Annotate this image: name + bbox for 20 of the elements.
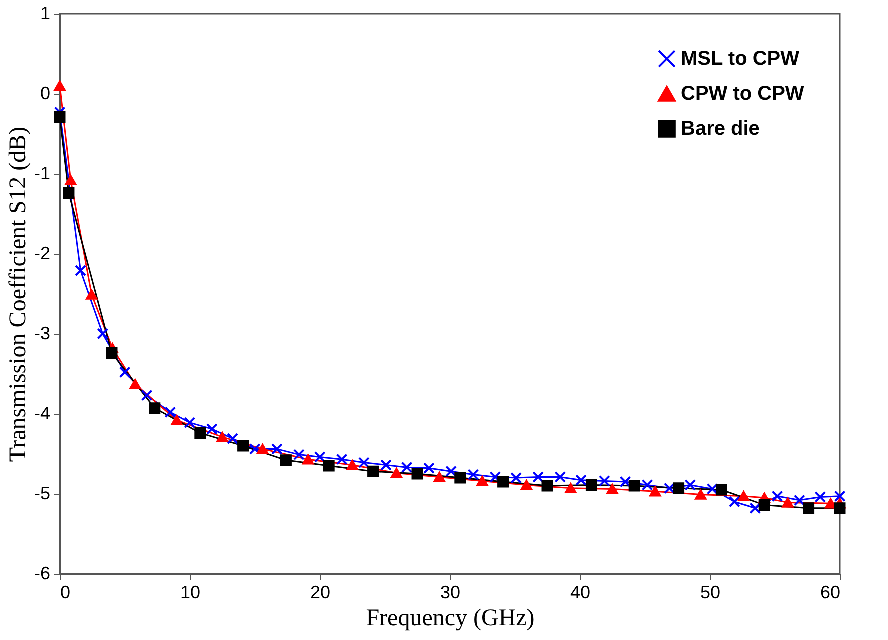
x-tick-label: 60 <box>820 582 840 602</box>
y-tick-label: -6 <box>34 564 50 584</box>
y-tick-label: 1 <box>40 4 50 24</box>
x-tick-label: 50 <box>700 582 721 602</box>
x-tick-label: 20 <box>310 582 331 602</box>
legend-label: MSL to CPW <box>681 48 800 70</box>
y-tick-label: -5 <box>34 484 50 504</box>
y-tick-label: -2 <box>34 244 50 264</box>
y-tick-label: -4 <box>34 404 50 424</box>
y-axis-title: Transmission Coefficient S12 (dB) <box>5 126 32 462</box>
legend-label: CPW to CPW <box>681 83 804 105</box>
x-tick-label: 0 <box>60 582 71 602</box>
y-tick-label: -1 <box>34 164 50 184</box>
y-tick-label: 0 <box>40 84 50 104</box>
x-tick-label: 40 <box>570 582 591 602</box>
x-tick-label: 30 <box>440 582 461 602</box>
x-tick-label: 10 <box>180 582 201 602</box>
y-tick-label: -3 <box>34 324 50 344</box>
legend-label: Bare die <box>681 118 760 140</box>
x-axis-title: Frequency (GHz) <box>366 606 535 632</box>
